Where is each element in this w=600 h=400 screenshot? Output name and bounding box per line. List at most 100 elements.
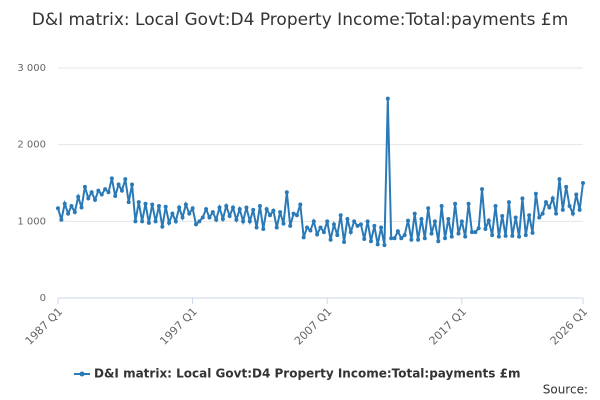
data-point: [217, 205, 222, 210]
data-point: [560, 207, 565, 212]
data-point: [554, 211, 559, 216]
data-point: [291, 211, 296, 216]
data-point: [493, 204, 498, 208]
data-point: [480, 187, 485, 192]
data-point: [574, 192, 579, 197]
data-point: [170, 211, 175, 216]
data-point: [72, 210, 77, 215]
data-point: [113, 194, 118, 199]
data-point: [234, 217, 239, 222]
data-point: [362, 236, 367, 241]
data-point: [130, 182, 135, 187]
data-point: [564, 184, 569, 189]
data-point: [136, 200, 141, 205]
data-point: [453, 201, 458, 206]
data-point: [76, 194, 81, 199]
data-point: [342, 240, 347, 245]
data-point: [93, 197, 98, 202]
data-point: [180, 215, 185, 220]
data-point: [251, 207, 256, 212]
data-point: [96, 188, 101, 193]
data-point: [355, 223, 360, 228]
data-point: [153, 219, 158, 224]
data-point: [89, 190, 94, 195]
data-point: [375, 242, 380, 247]
data-point: [506, 200, 511, 205]
data-point: [244, 205, 249, 210]
data-point: [62, 201, 67, 206]
data-point: [352, 219, 357, 224]
data-point: [301, 235, 306, 240]
data-point: [348, 230, 353, 235]
data-point: [527, 213, 532, 218]
data-point: [581, 181, 585, 185]
data-point: [547, 205, 552, 210]
data-point: [294, 213, 299, 218]
data-point: [446, 217, 451, 222]
legend-label: D&I matrix: Local Govt:D4 Property Incom…: [94, 367, 520, 381]
data-point: [456, 231, 461, 236]
data-point: [254, 225, 259, 230]
data-point: [540, 211, 545, 216]
data-point: [305, 225, 310, 230]
data-point: [315, 232, 320, 237]
data-point: [163, 204, 168, 209]
data-point: [173, 219, 178, 224]
data-point: [395, 229, 400, 234]
data-point: [483, 227, 488, 231]
data-point: [140, 219, 145, 224]
data-point: [231, 205, 235, 210]
data-point: [409, 237, 414, 242]
data-point: [368, 239, 373, 244]
data-point: [496, 234, 501, 239]
data-point: [69, 204, 74, 208]
data-point: [476, 226, 481, 231]
data-point: [193, 222, 198, 227]
data-point: [298, 202, 303, 207]
data-point: [570, 211, 575, 216]
legend-marker: [79, 371, 85, 377]
data-point: [533, 191, 538, 196]
data-point: [523, 233, 528, 238]
x-tick-label: 1987 Q1: [23, 305, 66, 348]
data-point: [406, 218, 410, 223]
data-point: [416, 237, 421, 242]
data-point: [214, 217, 219, 222]
data-point: [345, 217, 350, 222]
data-point: [123, 177, 128, 182]
data-point: [422, 236, 427, 241]
data-point: [150, 202, 155, 207]
data-point: [473, 230, 478, 235]
data-point: [372, 223, 377, 228]
data-point: [220, 217, 225, 222]
data-point: [335, 233, 340, 238]
data-point: [103, 187, 108, 192]
data-point: [106, 190, 111, 195]
data-point: [463, 234, 468, 239]
data-point: [550, 196, 555, 201]
data-point: [331, 222, 336, 227]
data-point: [126, 200, 131, 205]
data-point: [517, 234, 522, 239]
data-point: [338, 213, 343, 218]
data-point: [530, 230, 535, 235]
data-point: [439, 204, 444, 208]
y-tick-label: 1 000: [17, 216, 46, 227]
chart-title: D&I matrix: Local Govt:D4 Property Incom…: [32, 10, 569, 30]
data-point: [143, 201, 148, 206]
data-point: [513, 215, 518, 220]
data-point: [261, 227, 266, 231]
data-point: [257, 204, 262, 208]
data-point: [66, 211, 71, 216]
data-point: [469, 230, 474, 235]
data-point: [156, 204, 161, 208]
data-point: [200, 215, 205, 220]
data-point: [190, 206, 195, 211]
data-point: [520, 196, 525, 201]
data-point: [503, 233, 508, 238]
data-point: [308, 228, 313, 233]
data-point: [59, 217, 64, 222]
data-point: [567, 204, 572, 208]
data-point: [537, 215, 542, 220]
data-point: [510, 233, 515, 238]
